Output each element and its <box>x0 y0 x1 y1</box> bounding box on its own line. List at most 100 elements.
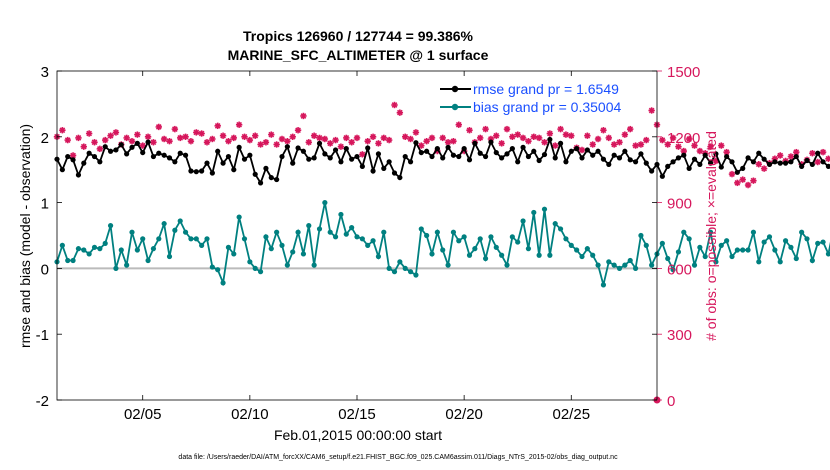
right-tick-label: 300 <box>667 327 692 344</box>
bias-point <box>365 242 371 248</box>
rmse-point <box>611 152 617 158</box>
bias-point <box>622 262 628 268</box>
obs-count-marker <box>359 151 366 158</box>
rmse-point <box>622 148 628 154</box>
obs-count-marker <box>353 134 361 142</box>
chart-title-line1: Tropics 126960 / 127744 = 99.386% <box>243 28 474 44</box>
right-tick-label: 900 <box>667 196 692 213</box>
bias-point <box>413 272 419 278</box>
rmse-point <box>113 147 119 153</box>
rmse-point <box>247 152 253 158</box>
obs-count-marker <box>664 141 671 148</box>
obs-count-marker <box>284 137 291 145</box>
bias-point <box>418 226 424 232</box>
rmse-series <box>54 136 830 186</box>
obs-count-marker <box>557 125 564 133</box>
bias-point <box>574 247 580 253</box>
rmse-point <box>140 149 146 156</box>
obs-count-marker <box>252 132 259 139</box>
rmse-point <box>274 176 280 183</box>
bias-point <box>600 282 607 288</box>
bias-point <box>231 251 237 257</box>
rmse-point <box>525 153 532 160</box>
rmse-point <box>290 160 296 166</box>
obs-count-marker <box>493 132 500 139</box>
rmse-point <box>316 140 323 146</box>
rmse-point <box>407 159 414 165</box>
obs-count-marker <box>723 148 730 156</box>
rmse-point <box>793 153 799 160</box>
obs-count-marker <box>541 139 548 146</box>
rmse-point <box>413 140 419 146</box>
obs-count-marker <box>327 140 334 147</box>
rmse-point <box>713 151 719 157</box>
rmse-point <box>434 146 440 152</box>
bias-point <box>209 264 215 270</box>
rmse-point <box>579 155 585 161</box>
left-tick-label: 2 <box>41 130 49 147</box>
legend-bias-label: bias grand pr = 0.35004 <box>473 99 621 115</box>
rmse-point <box>520 144 526 150</box>
rmse-point <box>665 163 671 170</box>
obs-count-marker <box>707 143 714 150</box>
obs-count-marker <box>739 176 746 183</box>
obs-count-marker <box>182 133 189 140</box>
bias-point <box>113 265 119 271</box>
rmse-point <box>397 174 403 181</box>
rmse-point <box>300 148 307 154</box>
bias-point <box>225 244 232 250</box>
bias-point <box>59 242 65 248</box>
bias-point <box>718 242 724 248</box>
rmse-point <box>515 159 521 165</box>
bias-point <box>402 265 408 271</box>
obs-count-marker <box>691 142 698 149</box>
obs-count-marker <box>364 137 371 145</box>
left-tick-label: 1 <box>41 196 49 213</box>
rmse-point <box>600 156 607 162</box>
bias-point <box>665 255 671 262</box>
obs-count-marker <box>64 136 71 144</box>
rmse-point <box>391 170 398 176</box>
obs-count-marker <box>316 134 323 142</box>
rmse-point <box>788 159 794 165</box>
bias-point <box>707 229 714 235</box>
bias-point <box>477 236 483 242</box>
obs-count-marker <box>257 141 264 148</box>
rmse-point <box>756 150 762 156</box>
obs-count-marker <box>102 136 109 144</box>
bias-point <box>825 251 830 257</box>
rmse-point <box>257 180 264 186</box>
rmse-point <box>65 153 71 160</box>
bias-point <box>268 246 274 252</box>
obs-count-marker <box>418 142 425 149</box>
bias-point <box>702 253 708 260</box>
obs-count-marker <box>477 134 484 142</box>
bias-point <box>584 246 590 252</box>
rmse-point <box>649 168 655 174</box>
bias-point <box>316 226 323 232</box>
bias-point <box>488 234 494 240</box>
bias-point <box>370 238 376 244</box>
rmse-point <box>97 159 103 165</box>
obs-count-marker <box>123 134 130 142</box>
bias-point <box>65 257 71 264</box>
rmse-point <box>440 155 446 161</box>
bias-point <box>306 223 312 229</box>
bias-point <box>745 247 751 253</box>
bias-point <box>156 236 162 242</box>
x-tick-label: 02/05 <box>124 406 162 423</box>
obs-count-marker <box>648 107 655 114</box>
obs-count-marker <box>578 146 586 154</box>
rmse-point <box>102 144 108 150</box>
obs-count-marker <box>171 125 179 133</box>
bias-point <box>552 221 558 227</box>
obs-count-marker <box>503 125 511 133</box>
bias-point <box>215 267 221 273</box>
obs-count-marker <box>391 101 398 109</box>
legend-bias-marker <box>451 103 459 111</box>
obs-count-marker <box>246 136 254 144</box>
rmse-point <box>161 152 167 158</box>
rmse-point <box>129 144 135 150</box>
obs-count-marker <box>546 130 554 137</box>
obs-count-marker <box>525 137 532 145</box>
